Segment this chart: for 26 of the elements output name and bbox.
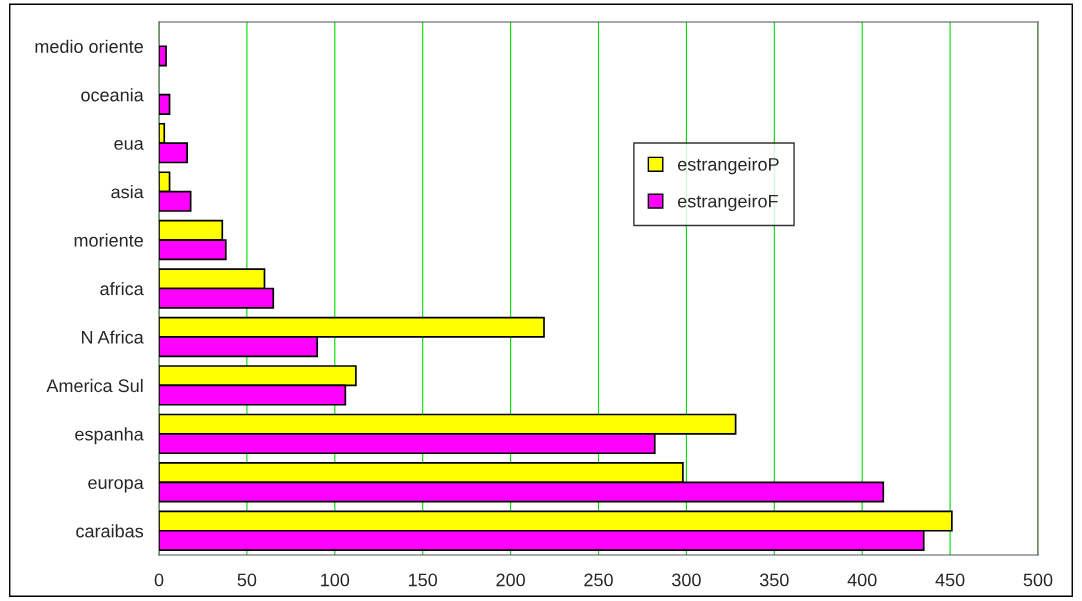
x-tick-label: 500	[1023, 573, 1053, 587]
x-tick-label: 50	[237, 573, 257, 587]
y-tick-label: caraibas	[76, 524, 144, 538]
y-tick-label: medio oriente	[35, 39, 143, 53]
x-tick-label: 450	[935, 573, 965, 587]
y-tick-label: espanha	[75, 427, 144, 445]
legend-label: estrangeiroP	[678, 157, 779, 175]
x-tick-label: 200	[496, 573, 525, 587]
y-tick-label: europa	[88, 479, 144, 493]
y-tick-label: N Africa	[81, 330, 144, 344]
x-tick-label: 150	[409, 573, 438, 587]
x-tick-label: 100	[321, 573, 350, 587]
x-tick-label: 250	[584, 573, 613, 587]
bar	[159, 93, 171, 115]
y-tick-label: africa	[100, 281, 144, 296]
y-tick-label: America Sul	[46, 378, 143, 393]
x-tick-label: 400	[847, 573, 877, 587]
x-tick-label: 0	[154, 573, 164, 587]
y-tick-label: oceania	[81, 88, 144, 102]
bar	[159, 45, 167, 67]
y-tick-label: eua	[114, 139, 144, 150]
x-tick-label: 350	[759, 573, 789, 587]
y-tick-label: moriente	[74, 233, 143, 247]
x-tick-label: 300	[672, 573, 701, 587]
y-tick-label: asia	[111, 185, 144, 199]
legend-label: estrangeiroF	[678, 194, 778, 212]
